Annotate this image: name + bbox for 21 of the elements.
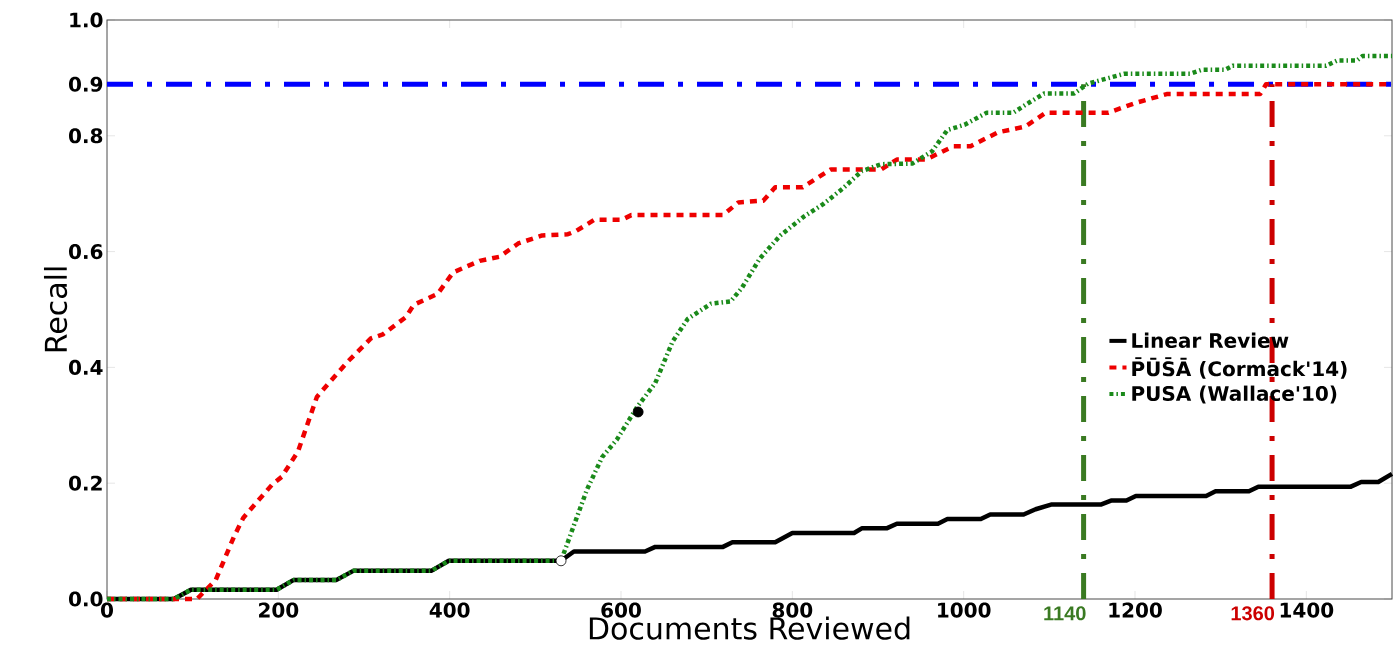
x-tick-label: 400 <box>429 602 470 618</box>
y-tick-label: 0.8 <box>69 128 103 144</box>
ref-line-label: 1140 <box>1044 606 1086 621</box>
legend-label: PUSA (Wallace'10) <box>1132 385 1337 404</box>
x-tick-label: 600 <box>601 602 641 618</box>
x-tick-label: 800 <box>772 602 813 618</box>
y-tick-label: 0.9 <box>69 76 103 92</box>
y-tick-label: 1.0 <box>70 12 103 28</box>
x-tick-label: 1200 <box>1109 602 1162 618</box>
y-tick-label: 0.6 <box>69 244 103 260</box>
ref-line-label: 1360 <box>1231 606 1275 621</box>
legend-label: P̄ŪS̄Ā (Cormack'14) <box>1132 357 1347 379</box>
y-tick-label: 0.0 <box>69 591 103 607</box>
x-axis-title: Documents Reviewed <box>589 616 910 640</box>
y-tick-label: 0.4 <box>69 359 103 375</box>
x-tick-label: 1000 <box>938 602 991 618</box>
x-tick-label: 0 <box>101 602 113 618</box>
y-axis-title: Recall <box>43 267 68 352</box>
x-tick-label: 200 <box>259 602 299 618</box>
x-tick-label: 1400 <box>1280 602 1334 618</box>
y-tick-label: 0.2 <box>69 475 102 491</box>
